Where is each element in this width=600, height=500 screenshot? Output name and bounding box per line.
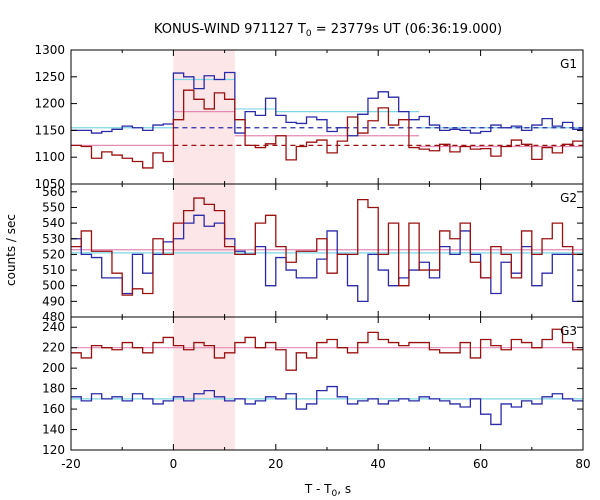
panels-group: 105011001150120012501300G148049050051052…	[34, 43, 590, 471]
panel-frame-g1	[70, 49, 584, 185]
panel-g1: 1050 1100 1150 1200 1250 1300 G1	[34, 43, 584, 191]
panel-frame-g3	[70, 316, 584, 451]
y-tick-label: 550	[42, 200, 65, 214]
y-tick-label: 500	[42, 279, 65, 293]
series-g3-red	[71, 328, 583, 371]
y-tick-label: 1250	[34, 70, 65, 84]
y-tick-label: 490	[42, 294, 65, 308]
y-tick-label: 240	[42, 320, 65, 334]
y-tick-label: 140	[42, 423, 65, 437]
series-g2-red	[71, 197, 583, 296]
x-axis-label: T - T0, s	[304, 482, 351, 499]
y-tick-label: 1100	[34, 150, 65, 164]
x-tick-label: 40	[371, 457, 386, 471]
y-tick-label: 1200	[34, 97, 65, 111]
x-tick-label: 60	[473, 457, 488, 471]
y-tick-label: 180	[42, 382, 65, 396]
y-tick-label: 120	[42, 443, 65, 457]
y-tick-label: 200	[42, 361, 65, 375]
panel-g3: 120 140 160 180 200 220 240 G3	[42, 316, 584, 457]
y-tick-label: 220	[42, 341, 65, 355]
panel-label: G1	[560, 57, 577, 71]
x-tick-label: 80	[575, 457, 590, 471]
x-tick-label: -20	[61, 457, 81, 471]
y-tick-label: 540	[42, 216, 65, 230]
y-tick-label: 530	[42, 232, 65, 246]
chart-title: KONUS-WIND 971127 T0 = 23779s UT (06:36:…	[154, 22, 502, 39]
y-tick-label: 560	[42, 185, 65, 199]
y-tick-label: 480	[42, 310, 65, 324]
panel-label: G2	[560, 191, 577, 205]
y-tick-label: 510	[42, 263, 65, 277]
series-g1-red	[71, 89, 583, 169]
x-tick-label: 0	[170, 457, 178, 471]
y-tick-label: 1050	[34, 177, 65, 191]
x-tick-label: 20	[268, 457, 283, 471]
panel-label: G3	[560, 324, 577, 338]
y-tick-label: 1150	[34, 123, 65, 137]
series-g3-blue	[71, 385, 583, 426]
y-axis-label: counts / sec	[4, 214, 18, 286]
series-g1-blue	[71, 71, 583, 137]
y-tick-label: 520	[42, 247, 65, 261]
y-tick-label: 160	[42, 402, 65, 416]
y-tick-label: 1300	[34, 43, 65, 57]
